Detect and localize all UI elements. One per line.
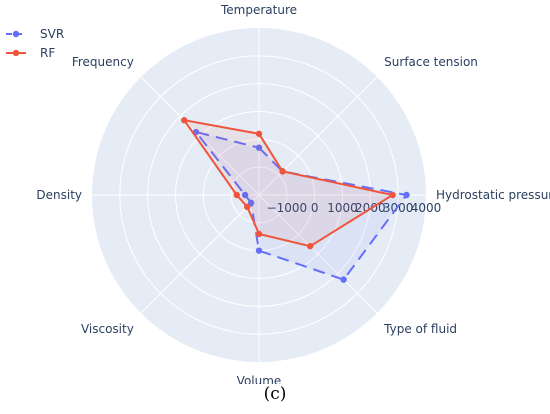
axis-label: Volume [237,374,282,384]
legend-marker [12,30,20,38]
legend-label: RF [40,46,55,60]
data-point [255,247,263,254]
data-point [403,191,410,199]
legend[interactable]: SVR RF [6,27,64,60]
data-point [389,191,396,199]
data-point [243,203,251,211]
radial-tick-label: −1000 [267,201,308,215]
grid-spoke [258,76,378,196]
axis-label: Density [36,188,82,202]
data-point [255,230,263,238]
axis-labels: Temperature Surface tension Hydrostatic pr… [36,3,550,384]
series-line [193,130,409,281]
legend-item-svr[interactable]: SVR [6,27,64,41]
radial-tick-label: 3000 [383,201,414,215]
legend-label: SVR [40,27,64,41]
polar-grid [92,28,426,362]
legend-item-rf[interactable]: RF [6,46,55,60]
legend-marker [12,49,20,57]
data-point [233,191,240,199]
radial-tick-label: 4000 [411,201,442,215]
figure-caption: (c) [263,384,287,404]
radial-tick-label: 1000 [327,201,358,215]
data-point [255,130,263,137]
axis-label: Type of fluid [383,322,457,336]
data-point [181,117,188,124]
data-point [241,191,249,199]
radial-tick-label: 0 [311,201,319,215]
data-point [340,276,347,283]
axis-label: Surface tension [384,55,478,69]
series-fill [184,120,393,247]
data-point [306,242,314,250]
data-point [255,144,263,151]
axis-label: Frequency [72,55,134,69]
series-fill [196,132,407,280]
axis-label: Viscosity [81,322,134,336]
data-point [247,199,255,207]
grid-spoke [140,194,260,314]
grid-spoke [258,194,378,314]
axis-label: Hydrostatic pressure [436,188,550,202]
axis-label: Temperature [220,3,297,17]
data-point [279,168,286,175]
grid-spoke [140,76,260,196]
series-layer [181,117,410,283]
series-rf [181,117,396,250]
